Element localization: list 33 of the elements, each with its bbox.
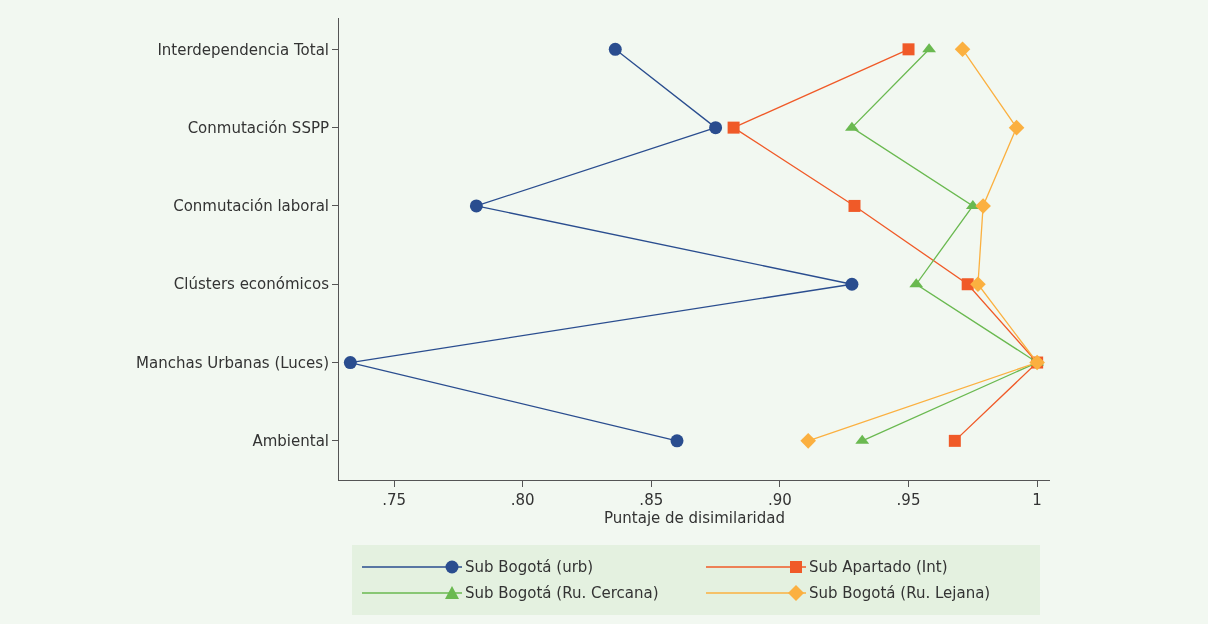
legend-label: Sub Apartado (Int) — [809, 558, 948, 576]
y-tick-label: Conmutación SSPP — [187, 118, 329, 137]
x-axis-title: Puntaje de disimilaridad — [604, 509, 785, 527]
point — [948, 434, 961, 447]
y-tick-label: Ambiental — [252, 432, 329, 451]
x-tick-label: .90 — [767, 491, 792, 509]
x-tick-label: .85 — [639, 491, 664, 509]
point — [845, 277, 859, 291]
legend-label: Sub Bogotá (Ru. Cercana) — [465, 584, 659, 602]
point — [848, 199, 861, 212]
point — [727, 121, 740, 134]
point — [970, 276, 986, 293]
point — [954, 41, 971, 58]
legend-label: Sub Bogotá (urb) — [465, 558, 594, 576]
point — [709, 121, 723, 135]
y-tick-label: Clústers económicos — [173, 275, 330, 294]
point — [1008, 119, 1025, 136]
point — [800, 433, 816, 449]
point — [469, 199, 483, 213]
point — [975, 198, 991, 214]
legend-label: Sub Bogotá (Ru. Lejana) — [809, 584, 991, 602]
x-tick-label: .75 — [382, 491, 406, 509]
point — [902, 43, 915, 56]
y-tick-label: Manchas Urbanas (Luces) — [136, 353, 329, 372]
point — [670, 434, 684, 448]
point — [845, 121, 859, 131]
point — [608, 42, 622, 56]
point — [343, 356, 357, 370]
x-tick-label: 1 — [1032, 491, 1042, 509]
x-tick-label: .95 — [896, 491, 921, 509]
x-tick-label: .80 — [510, 491, 535, 509]
y-tick-label: Conmutación laboral — [173, 197, 329, 216]
y-tick-label: Interdependencia Total — [157, 40, 329, 59]
